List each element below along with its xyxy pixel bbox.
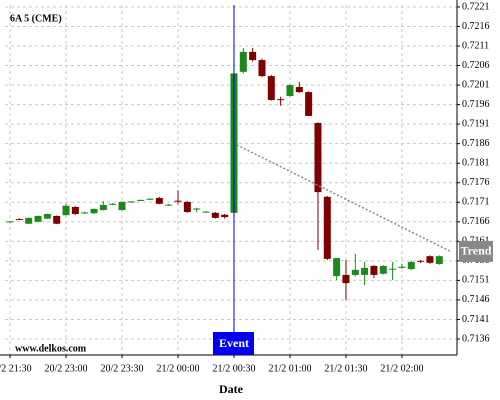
candle-body [398,266,406,268]
y-tick-label: 0.7166 [462,216,490,227]
y-tick-label: 0.7191 [462,118,490,129]
y-tick-label: 0.7206 [462,60,490,71]
candle-body [389,268,397,270]
candle-body [277,99,285,101]
candle-body [174,200,182,202]
y-tick-label: 0.7201 [462,79,490,90]
y-tick-label: 0.7216 [462,21,490,32]
candle-body [249,51,257,61]
trend-label: Trend [461,244,492,258]
x-tick-label: 20/2 21:30 [0,363,32,374]
candle-body [193,208,201,210]
x-tick-label: 21/2 00:00 [156,363,199,374]
candle-body [295,87,303,93]
x-tick-label: 20/2 23:30 [100,363,143,374]
candle-body [137,199,145,201]
candle-body [342,274,350,284]
candle-body [53,215,61,224]
watermark: www.delkos.com [15,343,87,354]
candle-body [305,92,313,116]
x-tick-label: 21/2 01:00 [268,363,311,374]
candle-body [211,212,219,218]
candle-body [351,269,359,275]
candle-body [99,205,107,211]
event-label-box [212,332,254,355]
candle-body [221,214,229,218]
candle-body [370,265,378,275]
candle-body [239,51,247,72]
y-tick-label: 0.7221 [462,1,490,12]
x-tick-label: 20/2 23:00 [44,363,87,374]
candle-body [165,204,173,206]
candle-body [25,217,33,224]
candle-body [361,267,369,275]
trend-label-box [459,240,493,262]
candle-body [314,122,322,193]
y-tick-label: 0.7171 [462,197,490,208]
candle-body [267,76,275,100]
candle-body [426,256,434,263]
candle-body [34,215,42,222]
event-label: Event [219,336,249,350]
x-tick-label: 21/2 02:00 [380,363,423,374]
candle-body [183,201,191,213]
candle-body [407,262,415,270]
y-tick-label: 0.7141 [462,314,490,325]
candle-body [333,258,341,277]
candle-body [258,60,266,77]
x-tick-label: 21/2 00:30 [212,363,255,374]
candle-body [286,85,294,97]
chart-title: 6A 5 (CME) [10,13,62,24]
candle-body [6,221,14,223]
candle-body [155,197,163,204]
y-tick-label: 0.7146 [462,294,490,305]
candle-body [71,206,79,214]
x-tick-label: 21/2 01:30 [324,363,367,374]
candle-body [202,211,210,213]
candle-body [118,201,126,211]
y-tick-label: 0.7181 [462,158,490,169]
candle-body [90,208,98,214]
candle-body [15,219,23,221]
candle-body [109,203,117,205]
candle-body [146,198,154,200]
y-tick-label: 0.7211 [462,40,489,51]
candle-body [127,201,135,203]
candle-body [81,212,89,214]
y-tick-label: 0.7186 [462,138,490,149]
y-tick-label: 0.7136 [462,333,490,344]
y-tick-label: 0.7196 [462,99,490,110]
y-tick-label: 0.7176 [462,177,490,188]
x-axis-label: Date [219,382,244,396]
y-tick-label: 0.7151 [462,275,490,286]
candle-body [379,265,387,274]
candle-body [62,205,70,216]
candle-body [323,196,331,259]
candle-body [417,260,425,262]
candle-body [43,213,51,219]
candle-body [435,256,443,264]
